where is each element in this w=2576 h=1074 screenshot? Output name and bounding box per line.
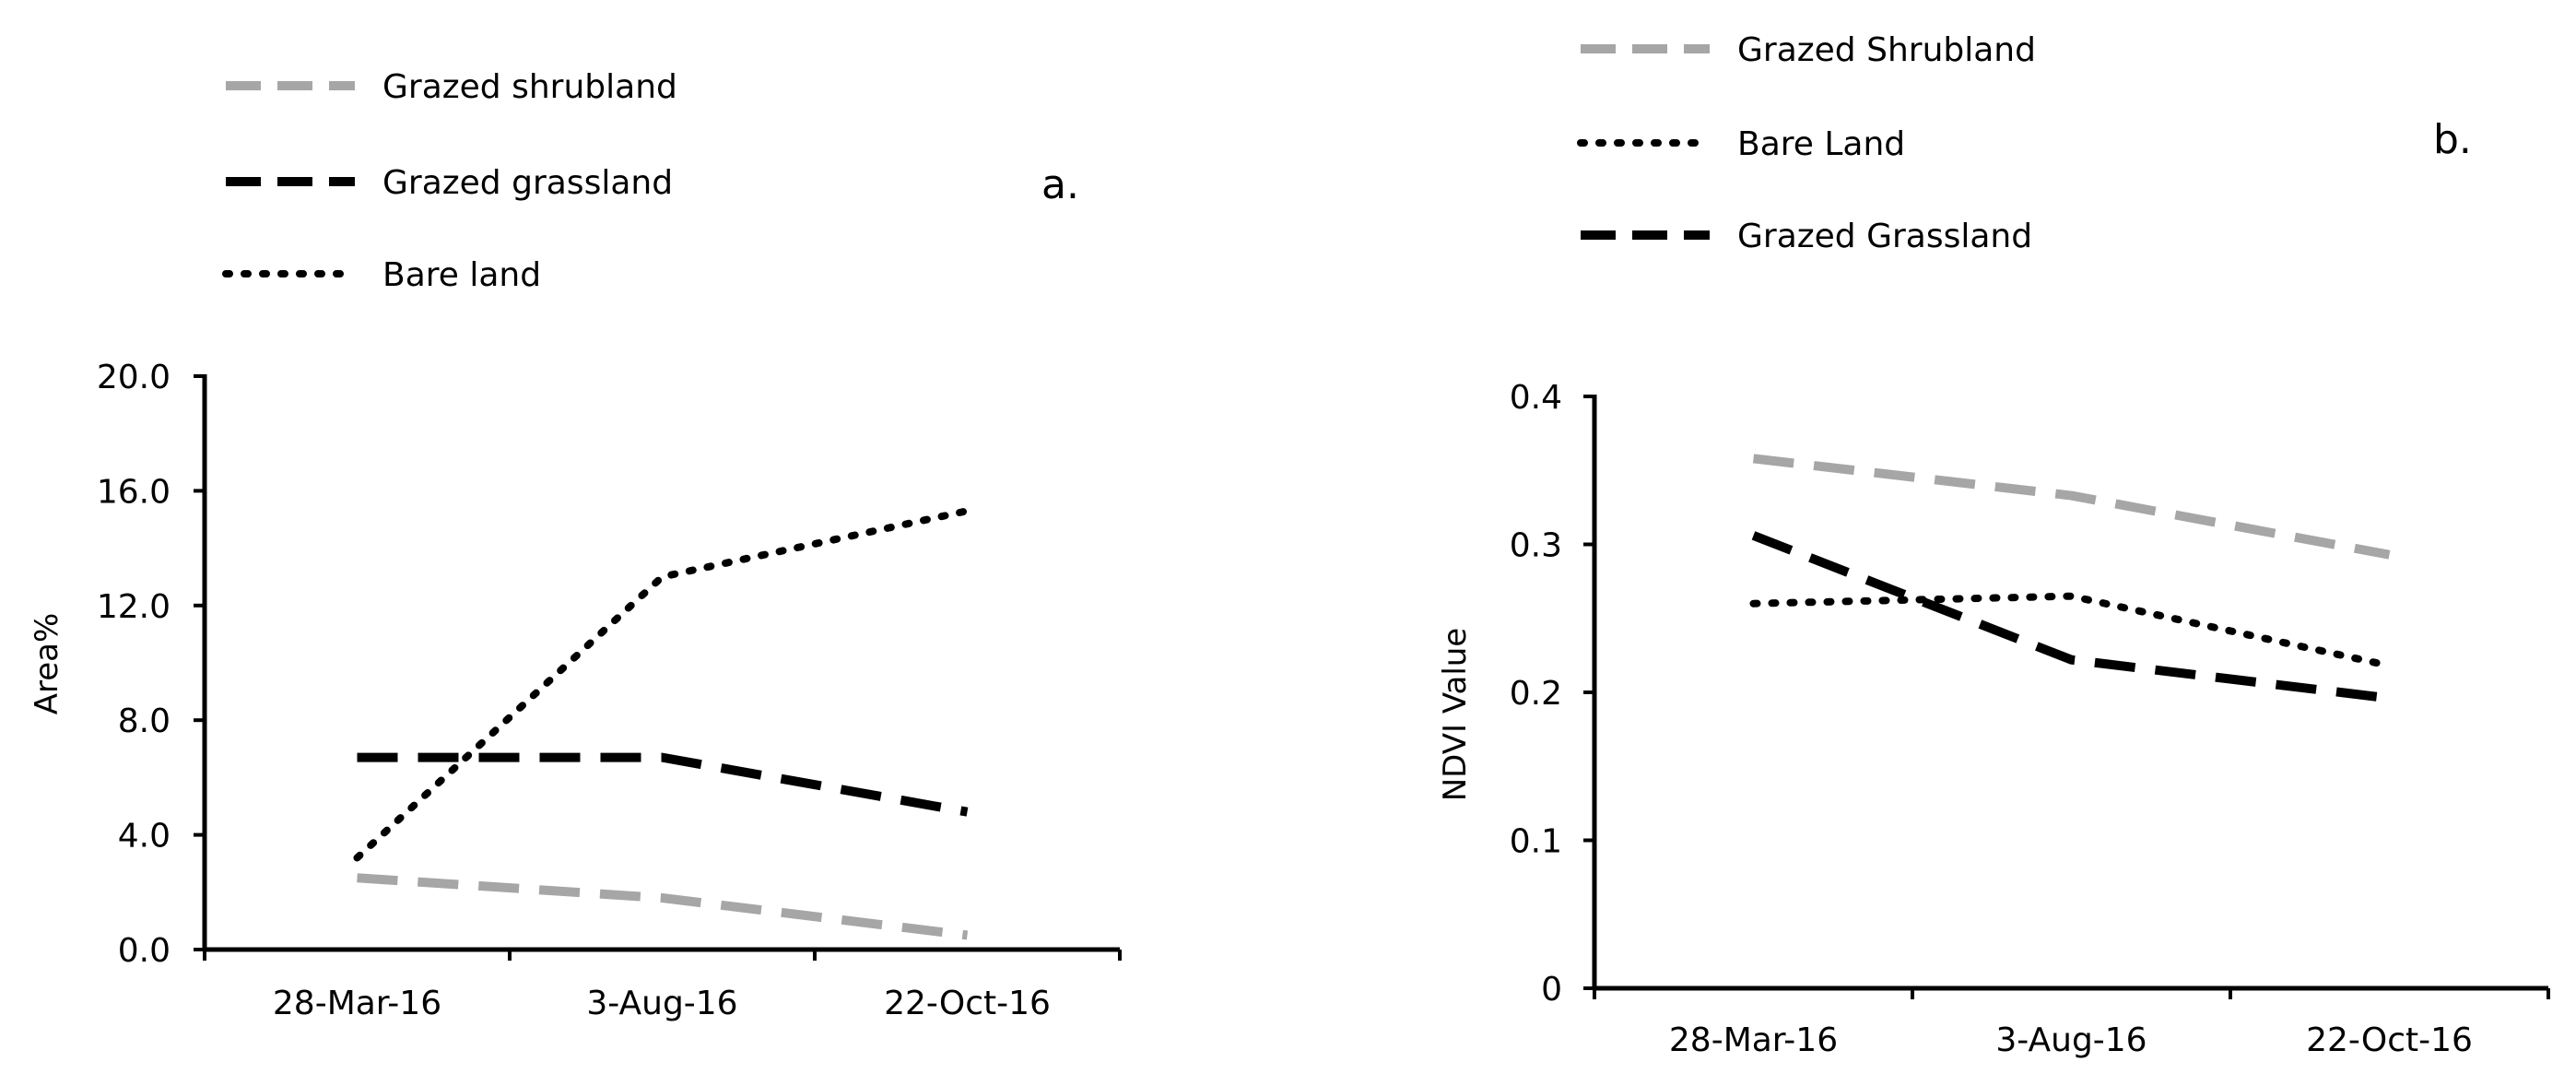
chart-b-legend-label: Grazed Shrubland xyxy=(1737,31,2036,69)
chart-a-series-line-3 xyxy=(353,507,971,862)
chart-a-series-line-1 xyxy=(357,873,969,940)
chart-b-x-tick-label: 3-Aug-16 xyxy=(1995,1021,2147,1059)
chart-b-series-line-3 xyxy=(1751,531,2391,703)
chart-panel-a: 0.0 4.0 8.0 12.0 16.0 20.0 28-Mar-16 3-Aug-16 22… xyxy=(29,68,1122,1022)
chart-a-x-tick-label: 3-Aug-16 xyxy=(586,985,737,1022)
chart-a-legend-label: Bare land xyxy=(382,256,541,294)
chart-a-y-tick-label: 16.0 xyxy=(97,473,171,511)
chart-b-y-tick-label: 0.4 xyxy=(1510,379,1562,417)
chart-b-legend-label: Bare Land xyxy=(1737,125,1905,163)
chart-a-y-tick-label: 4.0 xyxy=(118,818,171,856)
chart-a-y-tick-label: 0.0 xyxy=(118,932,171,970)
chart-b-series-line-2 xyxy=(1749,592,2394,670)
chart-a-x-tick-label: 22-Oct-16 xyxy=(884,985,1051,1022)
chart-a-legend-label: Grazed shrubland xyxy=(382,68,677,106)
chart-b-x-tick-label: 28-Mar-16 xyxy=(1669,1021,1838,1059)
chart-b-y-axis-title: NDVI Value xyxy=(1437,628,1474,801)
chart-a-panel-label: a. xyxy=(1041,161,1079,208)
chart-a-svg: 0.0 4.0 8.0 12.0 16.0 20.0 28-Mar-16 3-Aug-16 22… xyxy=(29,68,1122,1022)
chart-a-y-axis-title: Area% xyxy=(29,613,65,715)
chart-a-y-tick-label: 20.0 xyxy=(97,359,171,396)
chart-b-y-tick-label: 0.2 xyxy=(1510,675,1562,713)
chart-a-legend-label: Grazed grassland xyxy=(382,164,673,202)
chart-b-y-tick-label: 0.3 xyxy=(1510,527,1562,565)
chart-panel-b: 0 0.1 0.2 0.3 0.4 28-Mar-16 3-Aug-16 22-Oct-16 N… xyxy=(1290,0,2576,1074)
chart-b-panel-label: b. xyxy=(2433,116,2472,163)
chart-a-series-line-2 xyxy=(357,752,969,817)
chart-b-series-line-1 xyxy=(1752,454,2391,560)
chart-b-x-tick-label: 22-Oct-16 xyxy=(2306,1021,2473,1059)
chart-b-legend-label: Grazed Grassland xyxy=(1737,218,2032,255)
chart-b-y-tick-label: 0 xyxy=(1541,971,1562,1009)
chart-b-svg: 0 0.1 0.2 0.3 0.4 28-Mar-16 3-Aug-16 22-Oct-16 N… xyxy=(1437,31,2550,1059)
chart-a-x-tick-label: 28-Mar-16 xyxy=(273,985,441,1022)
chart-a-y-tick-label: 8.0 xyxy=(118,702,171,740)
chart-b-y-tick-label: 0.1 xyxy=(1510,823,1562,861)
chart-a-y-tick-label: 12.0 xyxy=(97,588,171,626)
